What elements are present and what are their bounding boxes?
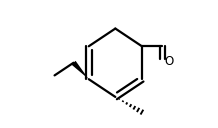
Text: O: O — [164, 55, 173, 68]
Polygon shape — [72, 61, 89, 79]
